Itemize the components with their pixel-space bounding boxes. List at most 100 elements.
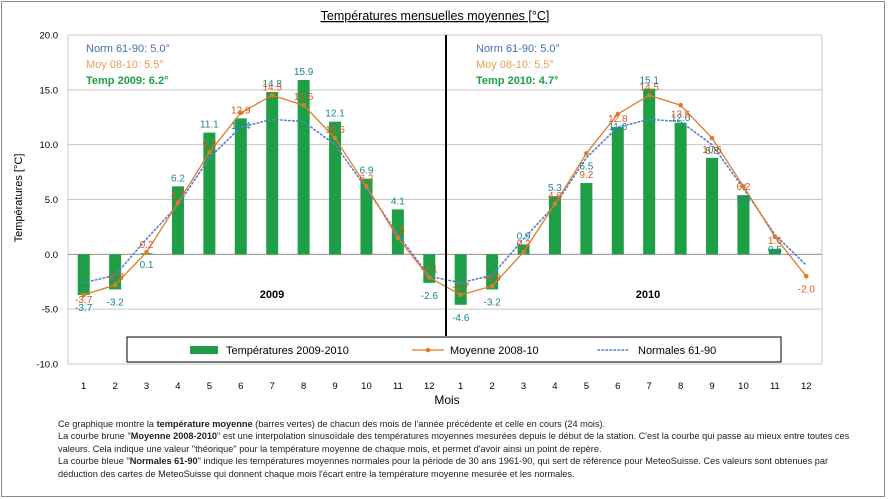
- temperature-bar: [234, 118, 247, 255]
- moyenne-value-label: 6.2: [360, 173, 374, 184]
- moyenne-value-label: 1.5: [391, 225, 405, 236]
- x-tick-label: 8: [678, 381, 683, 392]
- y-tick-label: 5.0: [45, 195, 58, 206]
- bar-value-label: 15.9: [294, 67, 314, 78]
- moyenne-value-label: 0.2: [517, 239, 531, 250]
- y-tick-label: -5.0: [42, 305, 58, 316]
- data-labels: -3.7 -3.2 0.1 6.2 11.1 12.4 14.8 15.9 12.1 6.9 4.1…: [75, 67, 815, 324]
- temperature-bar: [329, 121, 342, 255]
- moyenne-value-label: -3.7: [452, 282, 470, 293]
- x-tick-label: 9: [709, 381, 714, 392]
- bar-value-label: -3.2: [484, 297, 502, 308]
- bar-value-label: -3.7: [75, 303, 93, 314]
- temperature-bar: [171, 186, 184, 255]
- bar-value-label: 5.4: [737, 194, 751, 205]
- bar-value-label: 6.2: [171, 173, 185, 184]
- y-tick-label: -10.0: [36, 360, 58, 371]
- temperature-bar: [737, 195, 750, 255]
- temperature-bar: [674, 122, 687, 255]
- moyenne-point: [741, 184, 746, 189]
- temperature-bar: [548, 196, 561, 255]
- legend-moyenne-point: [425, 347, 431, 353]
- moyenne-value-label: 9.2: [579, 170, 593, 181]
- gridlines: [67, 34, 823, 365]
- temperature-bar: [360, 178, 373, 255]
- moyenne-value-label: 4.7: [171, 190, 185, 201]
- temperature-bar: [391, 209, 404, 255]
- moyenne-value-label: 4.6: [548, 191, 562, 202]
- bar-value-label: 8.8: [705, 146, 719, 157]
- moyenne-value-label: 13.6: [671, 110, 691, 121]
- x-tick-label: 5: [584, 381, 589, 392]
- temperature-bar: [517, 244, 530, 255]
- caption-line-3: La courbe bleue "Normales 61-90" indique…: [58, 456, 829, 479]
- panel-norm-text: Norm 61-90: 5.0°: [476, 43, 560, 55]
- bar-value-label: -4.6: [452, 313, 470, 324]
- moyenne-point: [772, 234, 778, 240]
- bar-value-label: 6.9: [360, 166, 374, 177]
- moyenne-point: [207, 150, 212, 155]
- temperature-bar: [706, 157, 719, 255]
- x-tick-label: 7: [647, 381, 652, 392]
- bar-value-label: 0.1: [140, 260, 154, 271]
- moyenne-point: [112, 282, 118, 288]
- x-tick-label: 10: [738, 381, 749, 392]
- moyenne-value-label: 6.2: [737, 182, 751, 193]
- x-tick-label: 10: [361, 381, 372, 392]
- moyenne-point: [301, 102, 306, 108]
- x-tick-label: 5: [207, 381, 212, 392]
- x-tick-label: 1: [81, 381, 86, 392]
- bar-value-label: 11.6: [608, 122, 627, 133]
- bar-value-label: 6.5: [579, 161, 593, 172]
- moyenne-value-label: 12.8: [608, 114, 628, 125]
- y-tick-label: 20.0: [40, 31, 59, 42]
- caption-line-1: Ce graphique montre la température moyen…: [58, 419, 606, 429]
- panel-temp-text: Temp 2010: 4.7°: [476, 75, 558, 87]
- moyenne-value-label: 14.5: [639, 82, 659, 93]
- temperature-bar: [580, 183, 593, 255]
- temperature-bar: [611, 127, 624, 255]
- bar-value-label: 4.1: [391, 196, 405, 207]
- moyenne-value-label: 10.6: [325, 125, 345, 136]
- moyenne-point: [646, 93, 652, 98]
- x-tick-label: 11: [393, 381, 403, 392]
- moyenne-point: [458, 292, 464, 298]
- temperature-bar: [643, 88, 656, 255]
- bar-value-label: 11.1: [200, 120, 219, 131]
- legend-label-moyenne: Moyenne 2008-10: [450, 345, 539, 357]
- moyenne-point: [144, 249, 149, 255]
- year-label: 2010: [636, 289, 660, 301]
- bar-value-label: 0.5: [768, 245, 782, 256]
- y-tick-label: 0.0: [45, 250, 58, 261]
- moyenne-value-label: 1.6: [768, 236, 782, 247]
- temperature-bar: [768, 248, 781, 255]
- bar-value-label: 12.0: [671, 113, 691, 124]
- moyenne-point: [395, 235, 401, 241]
- y-axis-ticks: 20.0 15.0 10.0 5.0 0.0 -5.0 -10.0: [36, 31, 58, 371]
- y-tick-label: 15.0: [40, 85, 59, 96]
- moyenne-value-label: -2.0: [798, 284, 816, 295]
- bar-value-label: 0.9: [517, 231, 531, 242]
- x-tick-label: 4: [175, 381, 180, 392]
- x-tick-label: 3: [521, 381, 526, 392]
- caption-line-2: La courbe brune "Moyenne 2008-2010" est …: [58, 431, 850, 454]
- moyenne-value-label: -2.8: [107, 272, 125, 283]
- legend-label-normales: Normales 61-90: [638, 345, 716, 357]
- x-tick-label: 4: [552, 381, 557, 392]
- legend-box: [126, 336, 782, 363]
- bar-value-label: 14.8: [262, 79, 282, 90]
- y-tick-label: 10.0: [40, 140, 59, 151]
- y-axis-label: Températures [°C]: [13, 154, 25, 243]
- x-tick-label: 12: [801, 381, 812, 392]
- moyenne-point: [238, 110, 244, 116]
- moyenne-point: [81, 292, 87, 298]
- bar-value-label: 12.4: [231, 121, 251, 132]
- legend-label-temperatures: Températures 2009-2010: [226, 345, 349, 357]
- moyenne-point: [426, 275, 432, 280]
- x-tick-label: 2: [112, 381, 117, 392]
- caption: Ce graphique montre la température moyen…: [58, 418, 858, 480]
- x-tick-label: 8: [301, 381, 306, 392]
- bar-value-label: 12.1: [325, 109, 345, 120]
- panel-temp-text: Temp 2009: 6.2°: [86, 75, 168, 87]
